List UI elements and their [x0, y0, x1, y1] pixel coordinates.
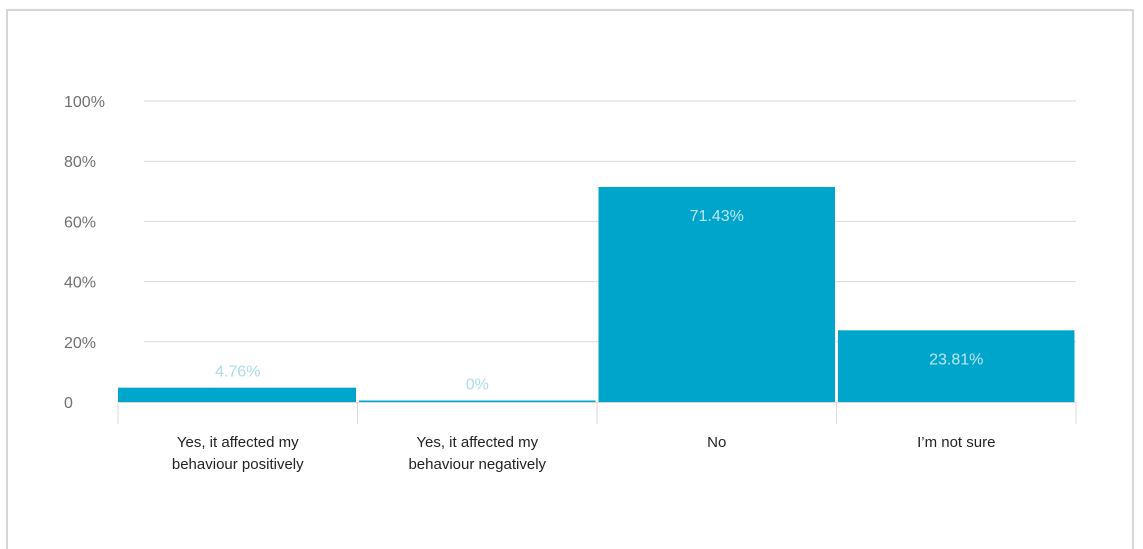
data-label: 4.76% — [215, 364, 260, 381]
x-tick-label: behaviour positively — [172, 456, 304, 473]
bar — [118, 387, 356, 402]
y-tick-label: 60% — [64, 214, 96, 231]
data-label: 23.81% — [929, 351, 983, 368]
chart-frame — [6, 9, 1134, 549]
x-tick-label: Yes, it affected my — [177, 434, 299, 451]
y-tick-label: 20% — [64, 335, 96, 352]
x-tick-label: No — [707, 434, 726, 451]
bar — [598, 186, 835, 402]
data-label: 0% — [466, 377, 489, 394]
y-tick-label: 40% — [64, 275, 96, 292]
x-tick-label: Yes, it affected my — [416, 434, 538, 451]
x-tick-label: behaviour negatively — [408, 456, 546, 473]
y-tick-label: 80% — [64, 154, 96, 171]
x-tick-label: I’m not sure — [917, 434, 995, 451]
y-tick-label: 0 — [64, 395, 73, 412]
bar — [359, 400, 596, 402]
y-tick-label: 100% — [64, 94, 105, 111]
data-label: 71.43% — [690, 208, 744, 225]
bar — [838, 330, 1075, 402]
